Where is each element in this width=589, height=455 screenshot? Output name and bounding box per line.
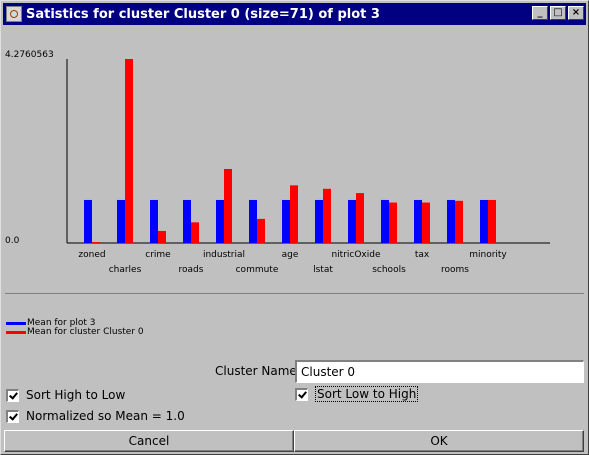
legend-label-plot: Mean for plot 3 — [27, 318, 96, 328]
sort-low-to-high-label: Sort Low to High — [315, 386, 419, 402]
bar-roads-cluster — [191, 222, 199, 243]
bar-nitricOxide-cluster — [356, 193, 364, 243]
bar-age-cluster — [290, 185, 298, 243]
sort-high-to-low-checkbox[interactable] — [6, 388, 19, 402]
sort-low-to-high-checkbox[interactable] — [295, 387, 308, 401]
java-app-icon — [6, 6, 22, 22]
ok-button[interactable]: OK — [294, 430, 584, 452]
sort-high-to-low-option[interactable]: Sort High to Low — [6, 388, 125, 402]
sort-low-to-high-option[interactable]: Sort Low to High — [295, 386, 419, 402]
bar-rooms-plot — [447, 199, 455, 243]
x-tick-label-zoned: zoned — [78, 250, 105, 260]
bar-zoned-plot — [84, 199, 92, 243]
bar-lstat-cluster — [323, 188, 331, 243]
title-bar[interactable]: Satistics for cluster Cluster 0 (size=71… — [3, 3, 586, 25]
legend-label-cluster: Mean for cluster Cluster 0 — [27, 327, 144, 337]
bar-industrial-plot — [216, 199, 224, 243]
bar-lstat-plot — [315, 199, 323, 243]
bar-tax-plot — [414, 199, 422, 243]
sort-high-to-low-label: Sort High to Low — [26, 388, 126, 402]
normalized-label: Normalized so Mean = 1.0 — [26, 409, 185, 423]
chart-legend: Mean for plot 3 Mean for cluster Cluster… — [6, 319, 144, 337]
legend-swatch-red — [6, 331, 26, 334]
x-tick-label-schools: schools — [372, 265, 406, 275]
legend-swatch-blue — [6, 322, 26, 325]
bar-commute-plot — [249, 199, 257, 243]
x-tick-label-industrial: industrial — [203, 250, 245, 260]
x-tick-label-age: age — [282, 250, 299, 260]
x-tick-label-crime: crime — [145, 250, 171, 260]
cluster-name-label: Cluster Name — [215, 364, 297, 378]
bar-minority-cluster — [488, 199, 496, 243]
bar-schools-cluster — [389, 202, 397, 243]
x-tick-label-rooms: rooms — [441, 265, 469, 275]
bar-minority-plot — [480, 199, 488, 243]
x-tick-label-nitricOxide: nitricOxide — [331, 250, 381, 260]
window-controls: _ □ × — [532, 6, 584, 20]
bar-nitricOxide-plot — [348, 199, 356, 243]
y-axis-max-label: 4.2760563 — [5, 50, 54, 60]
window-title: Satistics for cluster Cluster 0 (size=71… — [26, 6, 380, 22]
x-tick-label-commute: commute — [236, 265, 279, 275]
maximize-button[interactable]: □ — [550, 6, 566, 20]
bar-rooms-cluster — [455, 200, 463, 243]
cancel-button[interactable]: Cancel — [4, 430, 294, 452]
bar-charles-plot — [117, 199, 125, 243]
close-button[interactable]: × — [568, 6, 584, 20]
normalized-option[interactable]: Normalized so Mean = 1.0 — [6, 409, 185, 423]
bar-roads-plot — [183, 199, 191, 243]
x-tick-label-charles: charles — [109, 265, 142, 275]
normalized-checkbox[interactable] — [6, 409, 19, 423]
x-tick-label-tax: tax — [415, 250, 430, 260]
bar-crime-plot — [150, 199, 158, 243]
legend-item-cluster: Mean for cluster Cluster 0 — [6, 328, 144, 337]
x-tick-label-roads: roads — [179, 265, 204, 275]
bar-schools-plot — [381, 199, 389, 243]
bar-tax-cluster — [422, 202, 430, 243]
bar-charles-cluster — [125, 59, 133, 243]
bar-age-plot — [282, 199, 290, 243]
bar-chart-panel: 4.2760563 0.0 zoned charles crime roads indu… — [5, 27, 584, 294]
bar-crime-cluster — [158, 230, 166, 243]
x-tick-label-lstat: lstat — [313, 265, 333, 275]
x-tick-label-minority: minority — [469, 250, 507, 260]
cluster-name-input[interactable]: Cluster 0 — [295, 360, 584, 383]
bar-commute-cluster — [257, 218, 265, 243]
legend-item-plot: Mean for plot 3 — [6, 319, 144, 328]
minimize-button[interactable]: _ — [532, 6, 548, 20]
bar-industrial-cluster — [224, 168, 232, 243]
y-axis-min-label: 0.0 — [5, 236, 20, 246]
bar-zoned-cluster — [92, 242, 100, 243]
